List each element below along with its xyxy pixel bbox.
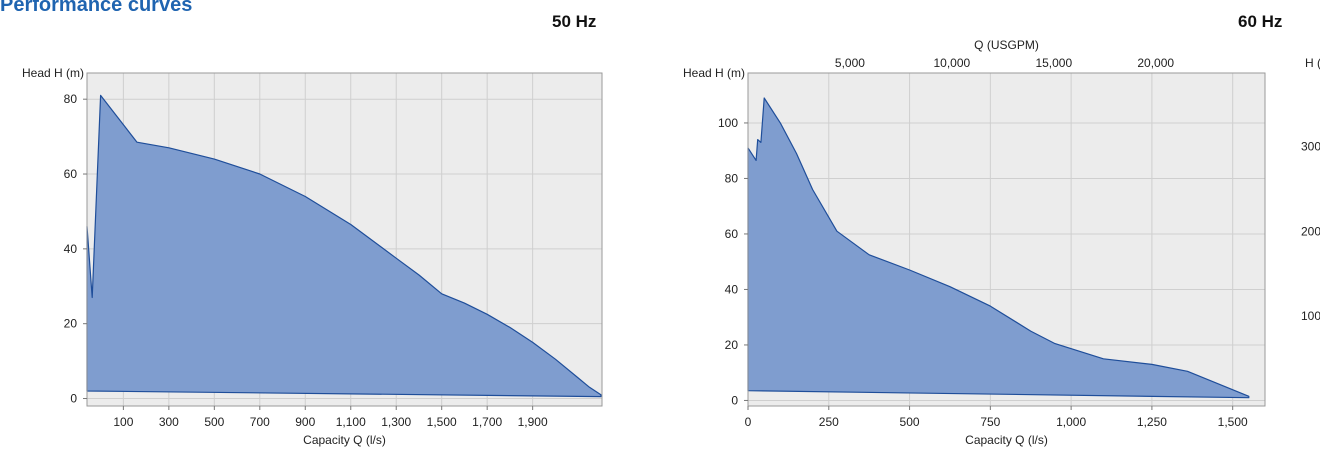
y2-tick-label: 200	[1301, 224, 1320, 238]
y2-tick-label: 100	[1301, 309, 1320, 323]
x-tick-label: 1,900	[518, 415, 548, 429]
y-axis-label-60hz: Head H (m)	[683, 66, 745, 80]
x-tick-label: 500	[204, 415, 224, 429]
x-ticks-60hz: 0 250 500 750 1,000 1,250 1,500	[745, 406, 1248, 429]
x2-tick-label: 10,000	[934, 56, 971, 70]
chart-50hz: 100 300 500 700 900 1,100 1,300 1,500 1,700 1,900…	[22, 66, 603, 447]
x2-tick-label: 15,000	[1035, 56, 1072, 70]
x-tick-label: 750	[980, 415, 1000, 429]
y-tick-label: 20	[64, 317, 78, 331]
x-tick-label: 0	[745, 415, 752, 429]
x2-tick-label: 20,000	[1137, 56, 1174, 70]
x2-ticks-60hz: 5,000 10,000 15,000 20,000	[835, 56, 1174, 70]
x-tick-label: 1,100	[336, 415, 366, 429]
y2-ticks-60hz: 100 200 300	[1301, 140, 1320, 323]
y-tick-label: 20	[725, 338, 739, 352]
y-tick-label: 0	[731, 393, 738, 407]
x-tick-label: 1,250	[1137, 415, 1167, 429]
frequency-label-50hz: 50 Hz	[552, 12, 597, 31]
y-tick-label: 100	[718, 116, 738, 130]
y-tick-label: 40	[725, 282, 739, 296]
y2-axis-label-60hz: H (ft)	[1305, 56, 1320, 70]
x2-axis-label-60hz: Q (USGPM)	[974, 38, 1039, 52]
y-tick-label: 0	[70, 392, 77, 406]
x-tick-label: 1,000	[1056, 415, 1086, 429]
performance-area-60hz	[747, 97, 1250, 399]
x-tick-label: 300	[159, 415, 179, 429]
x-axis-label-50hz: Capacity Q (l/s)	[303, 433, 386, 447]
frequency-label-60hz: 60 Hz	[1238, 12, 1283, 31]
x-tick-label: 1,300	[381, 415, 411, 429]
y-tick-label: 80	[725, 171, 739, 185]
x2-tick-label: 5,000	[835, 56, 865, 70]
chart-60hz: 0 250 500 750 1,000 1,250 1,500 0 20 40 60 80 100 5…	[683, 38, 1320, 447]
x-tick-label: 1,500	[427, 415, 457, 429]
y-tick-label: 60	[725, 227, 739, 241]
x-ticks-50hz: 100 300 500 700 900 1,100 1,300 1,500 1,700 1,900	[113, 406, 548, 429]
x-tick-label: 500	[900, 415, 920, 429]
y-ticks-50hz: 0 20 40 60 80	[64, 92, 87, 406]
x-axis-label-60hz: Capacity Q (l/s)	[965, 433, 1048, 447]
y-tick-label: 80	[64, 92, 78, 106]
x-tick-label: 1,500	[1218, 415, 1248, 429]
y-ticks-60hz: 0 20 40 60 80 100	[718, 116, 748, 407]
x-tick-label: 1,700	[472, 415, 502, 429]
performance-area-50hz	[86, 94, 602, 398]
x-tick-label: 700	[250, 415, 270, 429]
plot-frame-60hz	[747, 72, 1266, 407]
x-tick-label: 100	[113, 415, 133, 429]
y-tick-label: 40	[64, 242, 78, 256]
page-title: Performance curves	[0, 0, 193, 16]
y-axis-label-50hz: Head H (m)	[22, 66, 84, 80]
x-tick-label: 250	[819, 415, 839, 429]
y-tick-label: 60	[64, 167, 78, 181]
plot-frame-50hz	[86, 72, 603, 407]
y2-tick-label: 300	[1301, 140, 1320, 154]
x-tick-label: 900	[295, 415, 315, 429]
